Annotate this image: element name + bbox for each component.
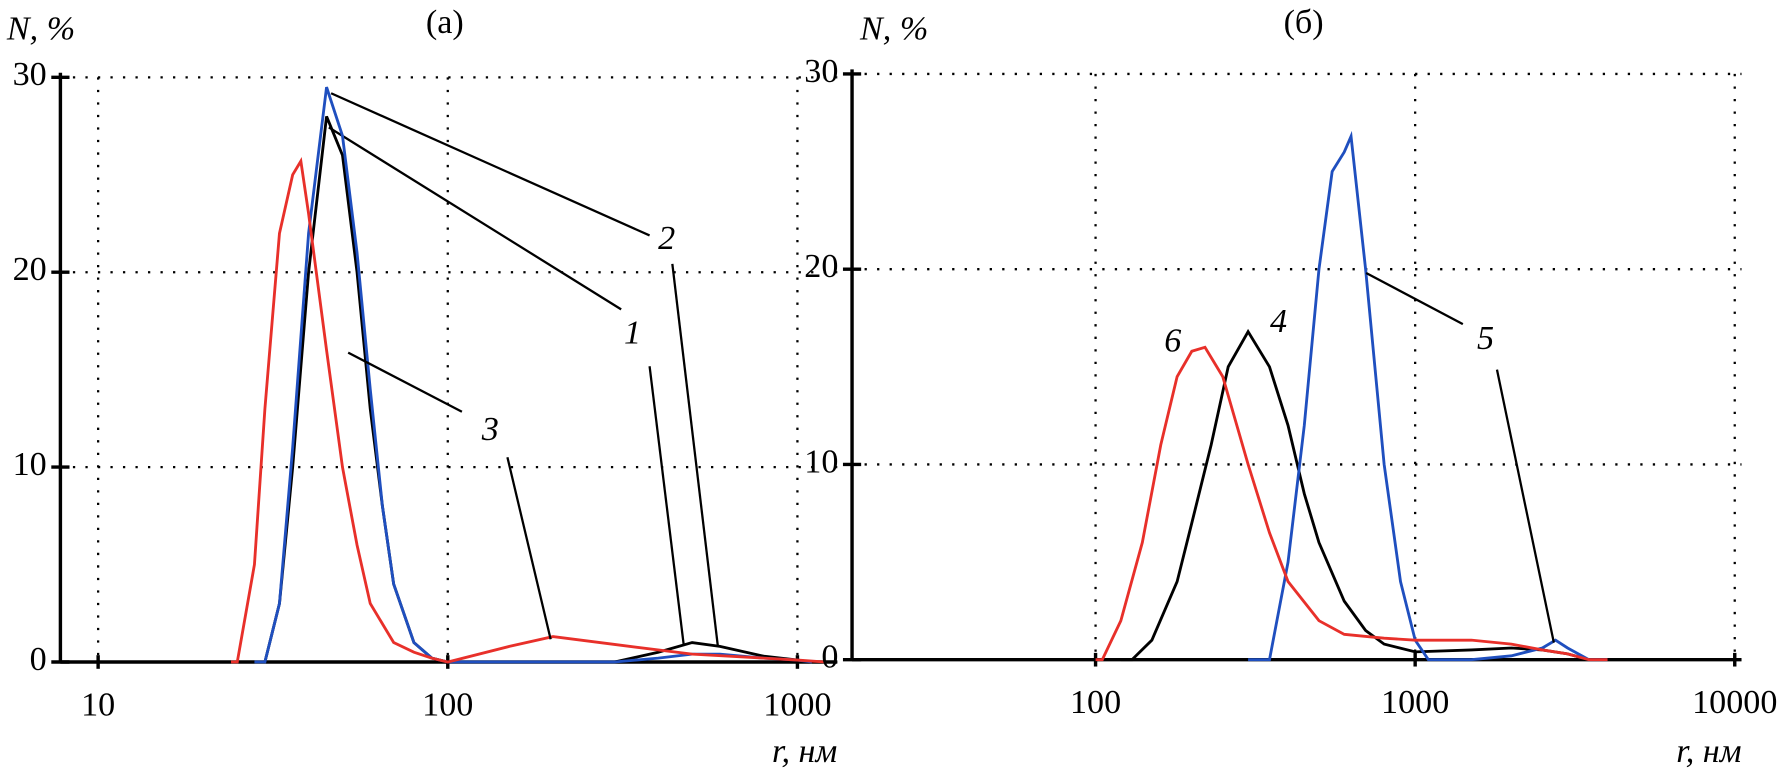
chart-title: (б) [1284, 4, 1324, 41]
series-line [1248, 130, 1608, 662]
y-tick-label: 10 [804, 443, 838, 480]
x-axis-label: r, нм [1676, 733, 1741, 770]
y-tick-label: 20 [804, 248, 838, 285]
y-tick-label: 30 [804, 53, 838, 90]
x-axis-label: r, нм [772, 733, 837, 770]
series-line [1120, 328, 1608, 662]
leader-line [1365, 271, 1464, 326]
leader-line [648, 366, 685, 646]
series-label: 4 [1270, 303, 1287, 340]
x-tick-label: 10000 [1692, 684, 1777, 721]
leader-line [671, 263, 719, 647]
x-tick-label: 1000 [763, 686, 831, 723]
series-line [1095, 345, 1608, 662]
series-label: 5 [1477, 320, 1494, 357]
series-line [254, 86, 813, 664]
y-tick-label: 0 [821, 639, 838, 676]
y-axis-label: N, % [859, 11, 928, 48]
leader-line [330, 92, 651, 237]
series-label: 6 [1164, 322, 1181, 359]
leader-line [347, 351, 463, 413]
series-line [254, 115, 813, 664]
y-tick-label: 20 [13, 251, 47, 288]
series-label: 2 [658, 220, 675, 257]
leader-line [506, 456, 552, 640]
leader-line [328, 126, 622, 311]
x-tick-label: 10 [81, 686, 115, 723]
series-label: 3 [481, 411, 499, 448]
x-tick-label: 100 [1070, 684, 1121, 721]
series-label: 1 [624, 314, 641, 351]
leader-line [1495, 369, 1555, 643]
y-tick-label: 10 [13, 446, 47, 483]
y-tick-label: 30 [13, 56, 47, 93]
x-tick-label: 1000 [1381, 684, 1449, 721]
y-tick-label: 0 [30, 641, 47, 678]
y-axis-label: N, % [6, 11, 75, 48]
x-tick-label: 100 [422, 686, 473, 723]
chart-title: (а) [426, 4, 464, 41]
series-line [231, 157, 826, 664]
